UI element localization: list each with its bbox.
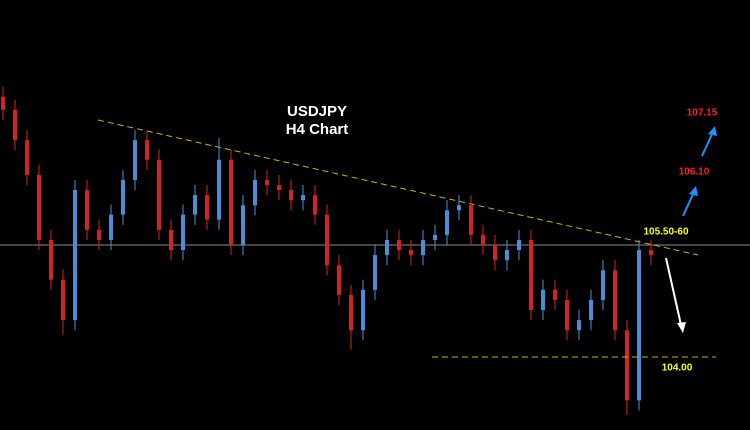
candle-body bbox=[181, 214, 185, 251]
target-label: 107.15 bbox=[687, 108, 718, 119]
candle-body bbox=[613, 270, 617, 331]
candle-body bbox=[541, 289, 545, 311]
candle-body bbox=[637, 250, 641, 401]
candle-body bbox=[493, 244, 497, 261]
candle-body bbox=[565, 299, 569, 331]
candle-body bbox=[73, 190, 77, 321]
candle-body bbox=[121, 179, 125, 215]
candle-body bbox=[361, 289, 365, 331]
candle-body bbox=[241, 205, 245, 245]
candle-body bbox=[445, 210, 449, 235]
candle-body bbox=[577, 320, 581, 331]
candle-body bbox=[229, 159, 233, 245]
candle-body bbox=[253, 179, 257, 206]
candle-body bbox=[265, 179, 269, 186]
candle-body bbox=[193, 195, 197, 215]
candle-body bbox=[625, 330, 629, 401]
candle-body bbox=[481, 234, 485, 245]
candle-body bbox=[169, 229, 173, 251]
candle-body bbox=[49, 239, 53, 280]
candle-body bbox=[301, 195, 305, 201]
candle-body bbox=[601, 270, 605, 300]
candle-body bbox=[217, 159, 221, 220]
candle-body bbox=[205, 195, 209, 220]
candle-body bbox=[325, 214, 329, 266]
candle-body bbox=[397, 239, 401, 251]
candle-body bbox=[433, 234, 437, 240]
candle-body bbox=[385, 239, 389, 256]
target-label: 106.10 bbox=[679, 167, 710, 178]
candle-body bbox=[505, 250, 509, 261]
arrows bbox=[665, 126, 717, 333]
target-label: 105.50-60 bbox=[643, 227, 688, 238]
candle-body bbox=[277, 185, 281, 191]
chart-title: USDJPY bbox=[287, 103, 347, 120]
candle-body bbox=[25, 140, 29, 175]
candle-body bbox=[409, 250, 413, 256]
candle-body bbox=[517, 239, 521, 251]
support-label: 104.00 bbox=[662, 363, 693, 374]
candle-body bbox=[649, 250, 653, 256]
candle-body bbox=[13, 109, 17, 141]
candle-body bbox=[457, 205, 461, 211]
candle-body bbox=[553, 289, 557, 300]
candle-body bbox=[469, 205, 473, 235]
trendline bbox=[97, 119, 699, 256]
candle-body bbox=[97, 229, 101, 240]
candle-body bbox=[145, 140, 149, 160]
candle-body bbox=[349, 294, 353, 331]
candle-body bbox=[373, 255, 377, 290]
candle-body bbox=[289, 190, 293, 201]
candle-body bbox=[61, 279, 65, 321]
candle-body bbox=[337, 265, 341, 295]
candle-body bbox=[157, 159, 161, 230]
candle-body bbox=[313, 195, 317, 215]
candle-body bbox=[421, 239, 425, 256]
candle-body bbox=[37, 174, 41, 240]
candle-body bbox=[109, 214, 113, 240]
candle-body bbox=[85, 190, 89, 230]
candle-body bbox=[133, 140, 137, 180]
candle-body bbox=[589, 299, 593, 321]
candle-body bbox=[1, 96, 5, 110]
chart-subtitle: H4 Chart bbox=[286, 121, 349, 138]
candle-body bbox=[529, 239, 533, 311]
